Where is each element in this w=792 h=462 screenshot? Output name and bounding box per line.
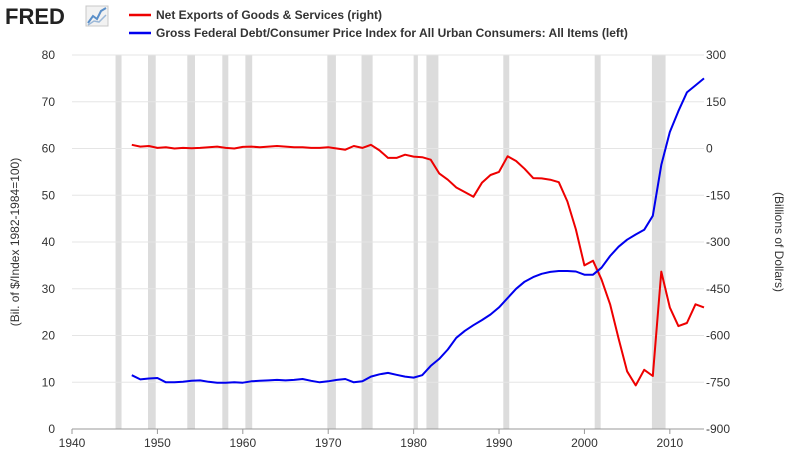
y-left-tick-label: 0 (48, 422, 55, 436)
y-right-tick-label: 0 (706, 142, 713, 156)
y-left-tick-label: 50 (42, 188, 56, 202)
x-tick-label: 1970 (315, 436, 342, 450)
legend-item-federal-debt-cpi: Gross Federal Debt/Consumer Price Index … (129, 26, 628, 40)
axes: 1940 1950 1960 1970 1980 1990 2000 2010 0 10 20 30 4… (42, 48, 731, 450)
y-left-tick-label: 40 (42, 235, 56, 249)
x-tick-label: 1940 (59, 436, 86, 450)
fred-logo-graph-icon (85, 5, 109, 27)
y-right-tick-label: -300 (706, 235, 730, 249)
x-tick-label: 1980 (400, 436, 427, 450)
y-left-tick-label: 80 (42, 48, 56, 62)
y-right-tick-label: -900 (706, 422, 730, 436)
y-right-tick-label: 300 (706, 48, 726, 62)
fred-logo-text: FRED (5, 4, 65, 29)
y-left-tick-label: 70 (42, 95, 56, 109)
legend-item-net-exports: Net Exports of Goods & Services (right) (129, 8, 382, 22)
fred-logo[interactable]: FRED (5, 4, 109, 29)
x-tick-label: 1960 (229, 436, 256, 450)
y-left-tick-label: 60 (42, 142, 56, 156)
legend-label-net-exports: Net Exports of Goods & Services (right) (156, 8, 382, 22)
y-right-tick-label: -150 (706, 188, 730, 202)
x-tick-label: 2010 (656, 436, 683, 450)
y-axis-right-title: (Billions of Dollars) (772, 192, 786, 292)
x-tick-label: 2000 (571, 436, 598, 450)
series-line-federal-debt-cpi (131, 77, 705, 384)
y-right-tick-label: -750 (706, 375, 730, 389)
plot-series (131, 77, 705, 387)
y-right-tick-label: 150 (706, 95, 726, 109)
series-line-net-exports (131, 143, 705, 387)
gridlines (72, 54, 704, 383)
y-left-tick-label: 30 (42, 282, 56, 296)
y-axis-left-title: (Bil. of $/Index 1982-1984=100) (8, 158, 22, 326)
legend-label-federal-debt-cpi: Gross Federal Debt/Consumer Price Index … (156, 26, 628, 40)
y-right-tick-label: -450 (706, 282, 730, 296)
y-right-tick-label: -600 (706, 329, 730, 343)
y-left-tick-label: 20 (42, 329, 56, 343)
y-left-tick-label: 10 (42, 375, 56, 389)
x-tick-label: 1950 (144, 436, 171, 450)
x-tick-label: 1990 (486, 436, 513, 450)
legend: Net Exports of Goods & Services (right) … (129, 8, 628, 40)
